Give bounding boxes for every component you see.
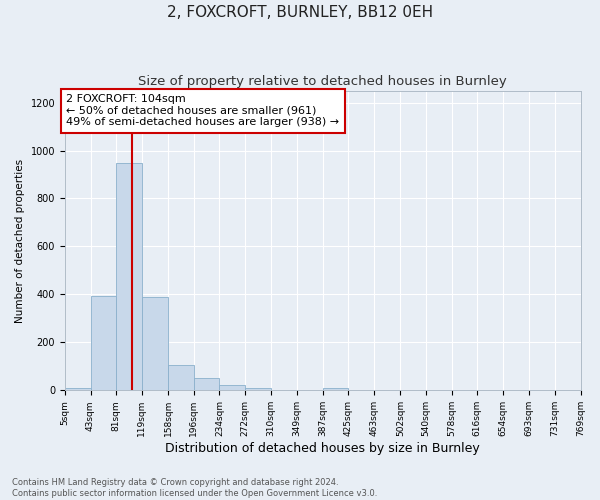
- Text: 2, FOXCROFT, BURNLEY, BB12 0EH: 2, FOXCROFT, BURNLEY, BB12 0EH: [167, 5, 433, 20]
- Bar: [91, 296, 116, 390]
- Bar: [323, 388, 349, 390]
- X-axis label: Distribution of detached houses by size in Burnley: Distribution of detached houses by size …: [166, 442, 480, 455]
- Bar: [245, 388, 271, 390]
- Bar: [65, 388, 91, 390]
- Bar: [168, 364, 194, 390]
- Text: 2 FOXCROFT: 104sqm
← 50% of detached houses are smaller (961)
49% of semi-detach: 2 FOXCROFT: 104sqm ← 50% of detached hou…: [66, 94, 340, 128]
- Title: Size of property relative to detached houses in Burnley: Size of property relative to detached ho…: [139, 75, 507, 88]
- Y-axis label: Number of detached properties: Number of detached properties: [15, 158, 25, 322]
- Bar: [142, 297, 168, 390]
- Bar: [194, 378, 220, 390]
- Text: Contains HM Land Registry data © Crown copyright and database right 2024.
Contai: Contains HM Land Registry data © Crown c…: [12, 478, 377, 498]
- Bar: [220, 385, 245, 390]
- Bar: [116, 162, 142, 390]
